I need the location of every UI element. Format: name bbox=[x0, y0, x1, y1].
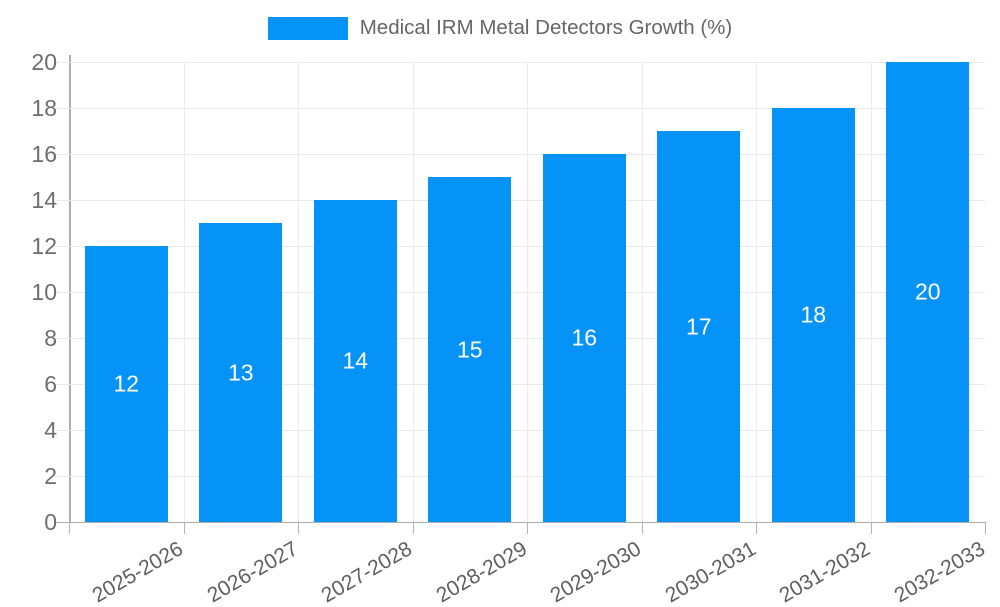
bar-value-label: 13 bbox=[227, 359, 254, 385]
x-axis-tick-label: 2032-2033 bbox=[890, 537, 989, 607]
bar[interactable] bbox=[84, 246, 168, 522]
bar-value-label: 15 bbox=[456, 336, 483, 362]
vertical-gridline bbox=[641, 62, 643, 522]
y-axis-tick-label: 20 bbox=[31, 49, 57, 75]
plot-area: 12 13 14 15 16 17 18 20 bbox=[55, 62, 986, 534]
vertical-gridline bbox=[412, 62, 414, 522]
legend-label: Medical IRM Metal Detectors Growth (%) bbox=[359, 15, 733, 39]
vertical-gridline bbox=[298, 62, 299, 522]
x-axis-tick-mark bbox=[641, 522, 643, 534]
x-axis-tick-mark bbox=[527, 522, 528, 534]
y-axis-tick-label: 0 bbox=[44, 509, 57, 535]
y-axis-tick-label: 12 bbox=[31, 233, 57, 259]
gridline bbox=[55, 476, 985, 477]
gridline bbox=[55, 108, 985, 109]
x-axis-tick-mark bbox=[69, 522, 70, 534]
y-axis-tick-label: 16 bbox=[31, 141, 57, 167]
y-axis-tick-label: 2 bbox=[44, 463, 57, 489]
y-axis-tick-label: 18 bbox=[31, 95, 57, 121]
x-axis-tick-label: 2029-2030 bbox=[546, 537, 646, 607]
gridline bbox=[55, 430, 985, 431]
bar-value-label: 14 bbox=[342, 347, 369, 374]
vertical-gridline bbox=[756, 62, 757, 522]
bar[interactable] bbox=[771, 108, 855, 522]
gridline bbox=[55, 246, 985, 247]
x-axis-tick-label: 2027-2028 bbox=[317, 537, 417, 607]
chart-legend: Medical IRM Metal Detectors Growth (%) bbox=[0, 8, 1000, 48]
vertical-gridline bbox=[183, 62, 185, 522]
x-axis-tick-label: 2031-2032 bbox=[775, 537, 875, 607]
gridline bbox=[55, 384, 985, 385]
x-axis-tick-label: 2030-2031 bbox=[661, 537, 760, 607]
y-axis-tick-label: 8 bbox=[44, 325, 57, 351]
y-axis-tick-label: 14 bbox=[31, 187, 57, 213]
x-axis-tick-label: 2026-2027 bbox=[203, 537, 302, 607]
bar-value-label: 16 bbox=[571, 324, 598, 351]
gridline bbox=[55, 200, 985, 201]
gridline bbox=[55, 522, 985, 523]
y-axis-spine bbox=[69, 55, 71, 523]
bar[interactable] bbox=[657, 131, 741, 522]
y-axis-tick-label: 6 bbox=[44, 371, 57, 397]
x-axis-tick-mark bbox=[183, 522, 185, 534]
x-axis-tick-label: 2025-2026 bbox=[88, 537, 188, 607]
bar-value-label: 17 bbox=[685, 313, 712, 339]
y-axis-tick-label: 10 bbox=[31, 279, 57, 305]
bar[interactable] bbox=[313, 200, 397, 522]
gridline bbox=[55, 154, 985, 155]
x-axis-tick-mark bbox=[870, 522, 872, 534]
bar[interactable] bbox=[886, 62, 970, 522]
x-axis-tick-mark bbox=[298, 522, 299, 534]
bar[interactable] bbox=[542, 154, 626, 522]
legend-swatch-icon bbox=[267, 16, 348, 40]
x-axis-tick-mark bbox=[985, 522, 986, 534]
gridline bbox=[55, 338, 985, 339]
gridline bbox=[55, 292, 985, 293]
bar-value-label: 20 bbox=[914, 278, 941, 305]
vertical-gridline bbox=[527, 62, 528, 522]
x-axis-tick-mark bbox=[756, 522, 757, 534]
bar-value-label: 12 bbox=[113, 370, 140, 397]
bar[interactable] bbox=[199, 223, 283, 522]
vertical-gridline bbox=[870, 62, 872, 522]
gridline bbox=[55, 62, 985, 63]
x-axis-tick-mark bbox=[412, 522, 414, 534]
bar[interactable] bbox=[428, 177, 512, 522]
x-axis-tick-label: 2028-2029 bbox=[432, 537, 531, 607]
y-axis-tick-label: 4 bbox=[44, 417, 57, 443]
bar-value-label: 18 bbox=[800, 301, 827, 328]
